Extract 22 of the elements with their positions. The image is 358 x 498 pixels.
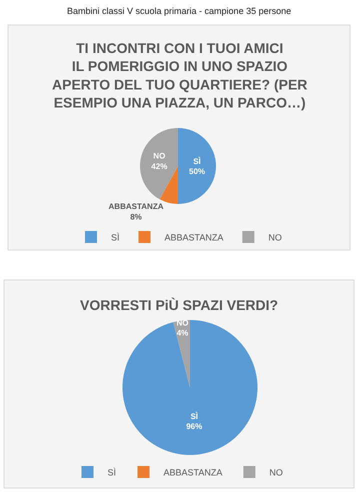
pie-slice [122, 320, 258, 455]
legend-label: ABBASTANZA [164, 232, 224, 243]
text: Bambini classi V scuola primaria - campione 35 persone [67, 6, 292, 16]
data-label: 96% [186, 422, 202, 432]
slice-label: SÌ [190, 410, 198, 421]
data-label: 4% [176, 328, 188, 338]
slice-label: ABBASTANZA [108, 202, 164, 212]
data-label: 50% [188, 167, 206, 176]
pie-slice [140, 128, 178, 200]
legend-label: SÌ [108, 468, 119, 478]
slice-label: NO [153, 152, 166, 160]
legend-label: ABBASTANZA [164, 468, 224, 478]
legend-label: NO [268, 232, 282, 243]
legend-label: NO [269, 468, 286, 478]
chart-title: TI INCONTRI CON I TUOI AMICI IL POMERIGGIO IN UNO SPAZIO APERTO DEL TUO QUARTIERE? (PER ESEMPIO UNA PIAZZA, UN PARCO…) [52, 40, 308, 111]
slice-label: SÌ [193, 156, 201, 166]
chart-title: VORRESTI PiÙ SPAZI VERDI? [80, 297, 278, 313]
pie-slice [178, 128, 216, 204]
slice-label: NO [176, 318, 188, 328]
legend-label: SÌ [111, 232, 120, 243]
data-label: 8% [130, 212, 142, 222]
data-label: 42% [151, 162, 168, 171]
